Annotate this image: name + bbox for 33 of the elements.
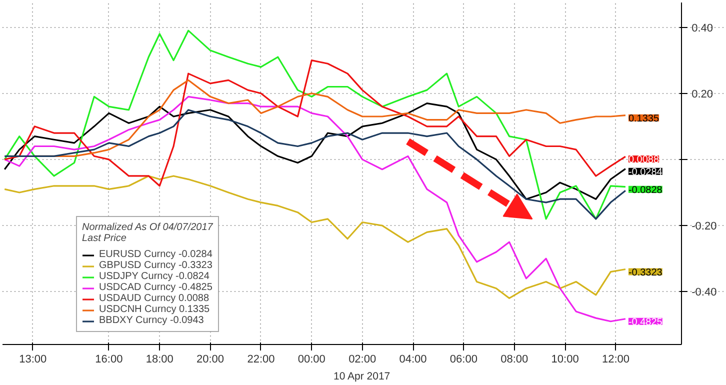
legend-label: USDCNH Curncy 0.1335 xyxy=(99,304,210,315)
line-series xyxy=(4,109,626,220)
legend-label: USDAUD Curncy 0.0088 xyxy=(99,293,210,304)
x-tick-label: 08:00 xyxy=(500,354,528,366)
x-tick-label: 13:00 xyxy=(19,354,47,366)
y-tick-label: -0.20 xyxy=(692,220,717,233)
legend-label: EURUSD Curncy -0.0284 xyxy=(99,249,212,260)
x-tick-label: 06:00 xyxy=(450,354,478,366)
legend-label: GBPUSD Curncy -0.3323 xyxy=(99,260,212,271)
x-tick-label: 04:00 xyxy=(399,354,427,366)
legend-label: USDCAD Curncy -0.4825 xyxy=(99,282,212,293)
data-label: -0.4825 xyxy=(628,316,663,328)
line-series xyxy=(4,60,626,187)
y-tick-label: 0.40 xyxy=(692,22,714,34)
text: 10 Apr 2017 xyxy=(334,370,390,382)
x-tick-label: 20:00 xyxy=(196,354,224,366)
legend-label: BBDXY Curncy -0.0943 xyxy=(99,315,204,326)
y-tick-label: -0.40 xyxy=(692,286,717,299)
data-label: -0.3323 xyxy=(628,267,663,278)
x-tick-label: 02:00 xyxy=(348,354,376,366)
legend-label: USDJPY Curncy -0.0824 xyxy=(99,271,210,282)
line-series xyxy=(4,102,626,200)
y-tick-label: 0.20 xyxy=(692,88,714,100)
legend-title: Normalized As Of 04/07/2017 Last Price xyxy=(82,222,213,244)
x-tick-label: 00:00 xyxy=(298,354,326,366)
x-tick-label: 10:00 xyxy=(551,354,579,366)
data-label: -0.0284 xyxy=(628,166,663,178)
data-label: 0.0088 xyxy=(628,154,660,166)
line-series xyxy=(4,30,626,220)
x-tick-label: 12:00 xyxy=(602,354,630,366)
x-tick-label: 22:00 xyxy=(247,354,275,366)
x-tick-label: 18:00 xyxy=(146,354,174,366)
x-tick-label: 16:00 xyxy=(95,354,123,366)
